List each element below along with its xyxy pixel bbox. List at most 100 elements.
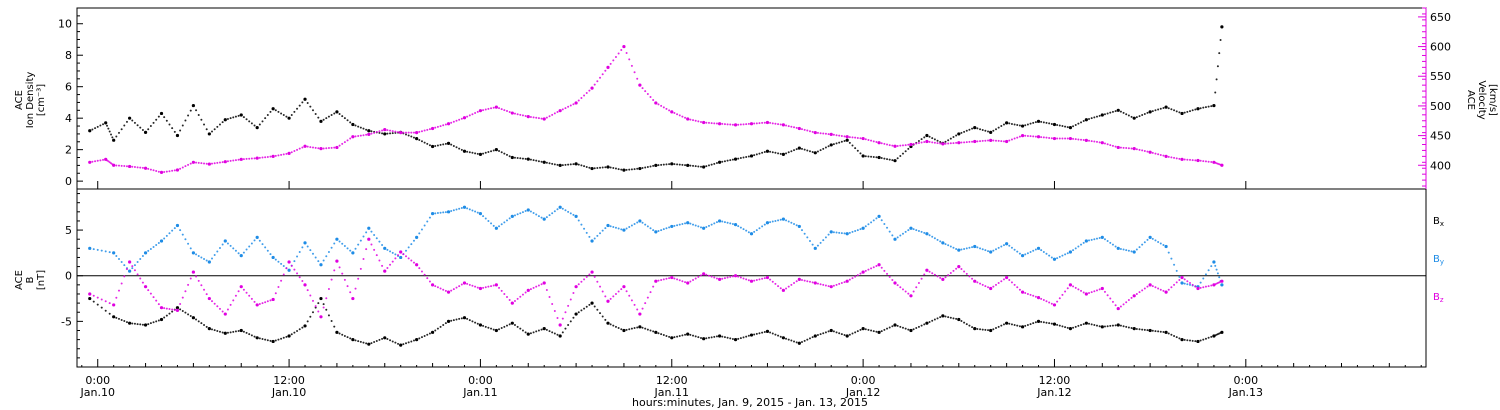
ion-density-series-point <box>110 133 113 136</box>
velocity-series-point <box>588 89 591 92</box>
velocity-series-point <box>944 142 947 145</box>
ion-density-series-point <box>1029 122 1032 125</box>
ion-density-series-point <box>1088 117 1091 120</box>
bx-series-point <box>705 337 708 340</box>
by-series-point <box>588 235 591 238</box>
bx-series-point <box>216 329 219 332</box>
by-series-point <box>585 231 588 234</box>
bx-series-point <box>1167 332 1170 335</box>
by-series-point <box>248 245 251 248</box>
bz-series-point <box>399 250 403 254</box>
by-series-point <box>976 246 979 249</box>
bz-series-point <box>492 284 495 287</box>
velocity-series-point <box>303 144 307 148</box>
bz-series-point <box>346 285 349 288</box>
bx-series-point <box>255 336 259 340</box>
bx-series-point <box>721 335 724 338</box>
bx-series-point <box>593 305 596 308</box>
ion-density-series-point <box>1026 123 1029 126</box>
bz-series-point <box>1127 299 1130 302</box>
by-series-point <box>1013 248 1016 251</box>
bz-series-point <box>947 274 950 277</box>
bz-series-point <box>503 292 506 295</box>
ion-density-series-point <box>992 129 995 132</box>
velocity-series-point <box>625 52 628 55</box>
by-series-point <box>410 243 413 246</box>
by-series-point <box>455 208 458 211</box>
by-series-point <box>147 249 150 252</box>
bx-series-point <box>319 296 323 301</box>
bz-series-point <box>920 277 923 280</box>
by-series-point <box>673 224 676 227</box>
ion-density-series-point <box>829 143 833 147</box>
velocity-series-point <box>1154 152 1157 155</box>
ion-density-series-point <box>147 128 150 131</box>
velocity-series-point <box>418 130 421 133</box>
bz-series-point <box>1132 294 1136 298</box>
by-series-point <box>179 229 182 232</box>
ion-density-series-point <box>787 151 790 154</box>
bz-series-point <box>383 269 387 273</box>
bx-series-point <box>471 320 474 323</box>
velocity-series-point <box>1005 139 1009 144</box>
by-series-point <box>915 229 918 232</box>
ion-density-series-point <box>540 160 543 163</box>
velocity-series-point <box>524 115 527 118</box>
bx-series-point <box>973 327 977 331</box>
by-series-point <box>487 219 490 222</box>
ion-density-series-point <box>660 163 663 166</box>
ion-density-series-point <box>965 129 968 132</box>
bx-series-point <box>391 340 394 343</box>
ion-density-series-point <box>599 166 602 169</box>
bz-series-point <box>981 283 984 286</box>
bz-series-point <box>747 279 750 282</box>
bz-series-point <box>761 277 764 280</box>
bx-series-point <box>482 324 485 327</box>
by-series-point <box>1088 239 1091 242</box>
bz-series-point <box>590 270 594 274</box>
by-series-point <box>535 213 538 216</box>
bz-series-point <box>311 299 314 302</box>
velocity-series-point <box>710 122 713 125</box>
velocity-series-point <box>880 142 883 145</box>
bz-series-point <box>171 308 174 311</box>
by-series-point <box>676 224 679 227</box>
by-series-point <box>864 225 867 228</box>
ion-density-series-point <box>322 118 325 121</box>
bz-series-point <box>851 277 854 280</box>
ion-density-series-point <box>596 167 599 170</box>
bz-series-point <box>567 304 570 307</box>
bz-series-point <box>886 272 889 275</box>
ion-density-series-point <box>107 127 110 130</box>
bx-series-point <box>697 336 700 339</box>
ion-density-series-point <box>253 124 256 127</box>
bz-series-point <box>203 288 206 291</box>
bx-series-point <box>630 327 633 330</box>
bx-series-point <box>785 337 788 340</box>
bx-series-point <box>845 334 849 338</box>
bz-series-point <box>694 277 697 280</box>
ion-density-series-point <box>128 116 132 120</box>
by-series-point <box>622 228 626 232</box>
by-series-point <box>891 234 894 237</box>
velocity-series-point <box>781 123 785 127</box>
velocity-series-point <box>462 116 467 120</box>
ion-density-series-point <box>1018 124 1021 127</box>
by-series-point <box>580 223 583 226</box>
bx-series-point <box>1119 324 1122 327</box>
by-series-point <box>1130 250 1133 253</box>
ion-density-series-point <box>200 118 203 121</box>
axis-labels: ACE Ion Density [cm⁻³] ACE Velocity [km/… <box>14 72 1498 409</box>
velocity-series-point <box>173 169 176 172</box>
bx-series-point <box>1005 321 1009 325</box>
bx-series-point <box>749 333 754 337</box>
x-tick-day-label: Jan.10 <box>80 386 115 399</box>
bx-series-point <box>1178 337 1181 340</box>
bz-series-point <box>327 287 330 290</box>
ion-density-series-point <box>984 129 987 132</box>
ion-density-series-point <box>753 154 756 157</box>
ion-density-series-point <box>845 138 849 142</box>
ion-density-series-point <box>513 156 516 159</box>
by-series-point <box>569 212 572 215</box>
